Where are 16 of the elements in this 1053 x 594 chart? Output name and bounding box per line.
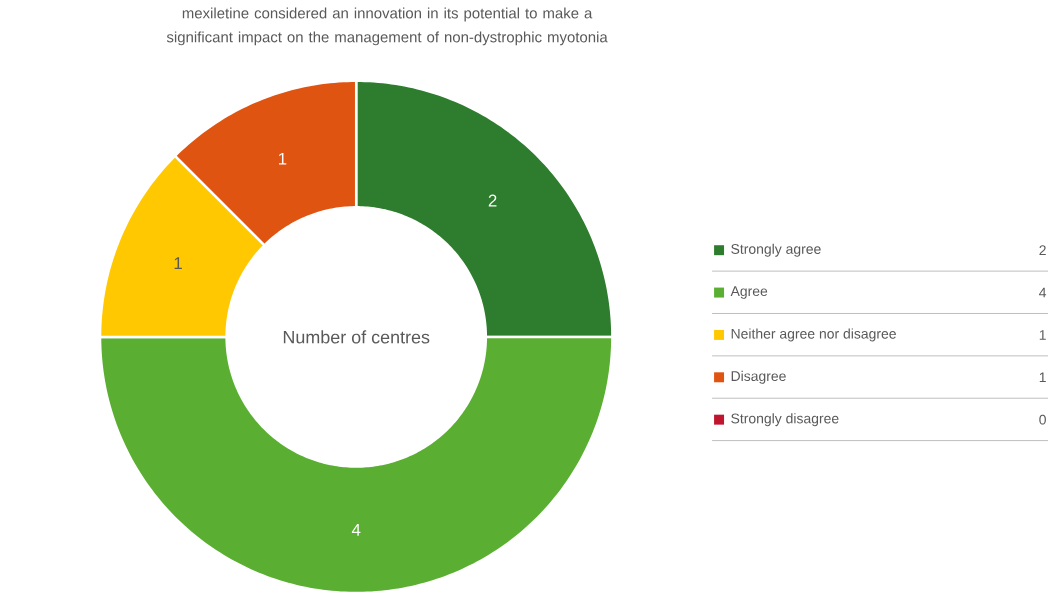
data-label: 2 xyxy=(1039,245,1046,255)
data-label: 1 xyxy=(1039,329,1046,340)
legend-label: Agree xyxy=(730,286,768,299)
text: 2 xyxy=(488,194,497,207)
text: 1 xyxy=(278,152,287,165)
legend-label: Neither agree nor disagree xyxy=(731,328,896,342)
text: Number of centres xyxy=(283,330,430,344)
data-label: 1 xyxy=(1039,372,1046,382)
text: 1 xyxy=(174,257,182,269)
legend-label: Disagree xyxy=(731,370,786,384)
legend-label: Strongly agree xyxy=(731,243,821,257)
chart-title: mexiletine considered an innovation in its potential to make a significant impact on the management of non-dystrophic myotonia xyxy=(166,7,608,46)
text: 4 xyxy=(351,523,361,536)
legend-label: Strongly disagree xyxy=(731,412,839,426)
data-label: 4 xyxy=(1039,287,1047,298)
text: 0 xyxy=(1039,414,1046,425)
